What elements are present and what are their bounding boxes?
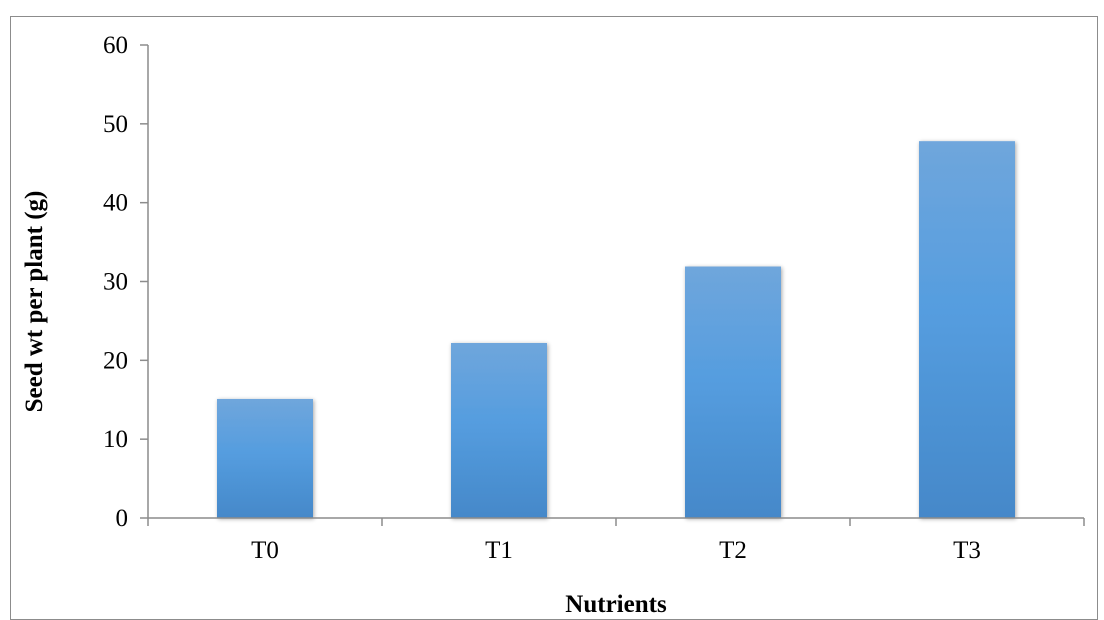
bar-t0 [217, 398, 313, 518]
y-tick-label: 10 [103, 426, 128, 453]
bar-t2 [685, 266, 781, 518]
chart-frame [10, 16, 1098, 620]
y-tick-label: 30 [103, 269, 128, 296]
x-tick-label: T1 [485, 537, 513, 564]
y-tick-label: 50 [103, 111, 128, 138]
y-tick-label: 40 [103, 190, 128, 217]
x-axis-title: Nutrients [565, 591, 667, 617]
y-tick-label: 60 [103, 32, 128, 59]
y-axis: 0 10 20 30 40 50 60 [103, 32, 149, 532]
bars [217, 141, 1015, 518]
y-tick-label: 20 [103, 347, 128, 374]
x-tick-label: T3 [953, 537, 981, 564]
x-tick-label: T2 [719, 537, 747, 564]
bar-t1 [451, 342, 547, 518]
bar-t3 [919, 141, 1015, 518]
y-tick-label: 0 [116, 505, 129, 532]
y-axis-title: Seed wt per plant (g) [21, 191, 48, 413]
x-axis: T0 T1 T2 T3 [147, 517, 1085, 564]
x-tick-label: T0 [251, 537, 279, 564]
